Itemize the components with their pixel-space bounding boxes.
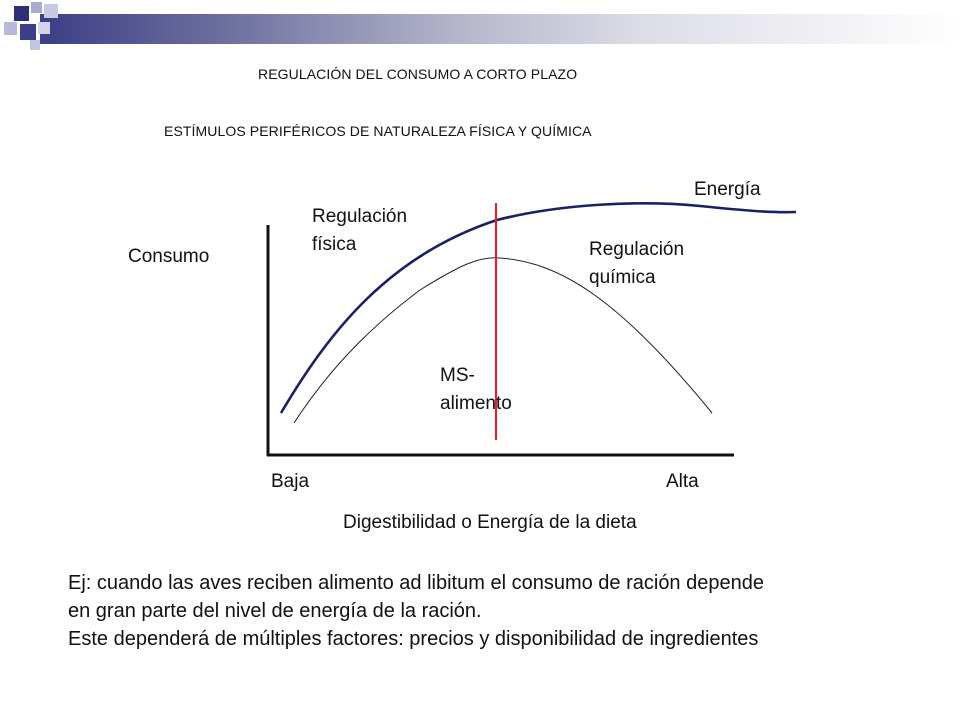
page-subtitle: ESTÍMULOS PERIFÉRICOS DE NATURALEZA FÍSI… — [164, 123, 592, 139]
note-line-3: Este dependerá de múltiples factores: pr… — [68, 628, 759, 650]
decor-square-light-1 — [31, 2, 42, 13]
divider-label-line2: alimento — [440, 393, 512, 414]
decor-square-light-2 — [44, 4, 58, 18]
decor-square-light-4 — [38, 22, 50, 34]
y-axis-label: Consumo — [128, 246, 210, 267]
page-title: REGULACIÓN DEL CONSUMO A CORTO PLAZO — [258, 66, 578, 82]
note-line-2: en gran parte del nivel de energía de la… — [68, 600, 482, 622]
region-chemical-line1: Regulación — [589, 239, 685, 260]
divider-label: MS- alimento — [440, 364, 512, 416]
region-chemical-line2: química — [589, 267, 656, 288]
region-physical-line2: física — [312, 234, 357, 255]
region-physical-label: Regulación física — [312, 205, 407, 257]
decor-square-light-5 — [30, 40, 40, 50]
region-physical-line1: Regulación — [312, 206, 408, 227]
header-gradient-bar — [40, 14, 960, 44]
divider-label-line1: MS- — [440, 365, 475, 386]
decor-square-dark-2 — [20, 24, 36, 40]
decor-square-dark-1 — [14, 6, 29, 21]
region-chemical-label: Regulación química — [589, 238, 684, 290]
explanation-note: Ej: cuando las aves reciben alimento ad … — [68, 570, 908, 652]
decor-square-light-3 — [4, 22, 17, 35]
x-axis-label: Digestibilidad o Energía de la dieta — [343, 512, 637, 533]
x-high-label: Alta — [666, 471, 699, 492]
note-line-1: Ej: cuando las aves reciben alimento ad … — [68, 572, 764, 594]
energy-curve-label: Energía — [694, 179, 761, 200]
x-low-label: Baja — [271, 471, 310, 492]
